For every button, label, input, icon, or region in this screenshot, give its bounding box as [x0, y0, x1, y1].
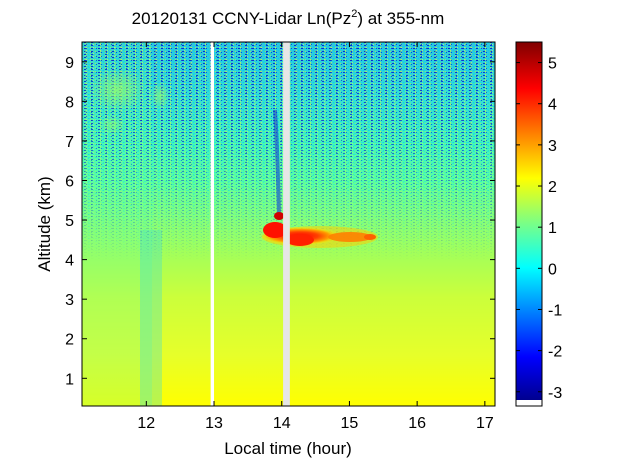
- cloud-layer-left: [263, 222, 287, 238]
- x-tick-label: 12: [137, 415, 155, 432]
- y-tick-label: 2: [65, 332, 74, 349]
- cloud-layer-spot: [274, 212, 284, 220]
- y-axis-ticks: 1 2 3 4 5 6 7 8 9: [65, 55, 495, 388]
- x-tick-label: 16: [408, 415, 426, 432]
- colorbar-ticks: -3 -2 -1 0 1 2 3 4 5: [516, 56, 562, 402]
- y-tick-label: 6: [65, 173, 74, 190]
- colorbar-tick-label: -3: [548, 385, 562, 402]
- y-tick-label: 1: [65, 371, 74, 388]
- colorbar-gradient: [516, 42, 542, 400]
- colorbar-tick-label: 5: [548, 56, 557, 73]
- plot-frame: [81, 41, 496, 407]
- x-tick-label: 15: [341, 415, 359, 432]
- colorbar-tick-label: -1: [548, 302, 562, 319]
- data-gap-0: [210, 42, 215, 406]
- y-axis-label: Altitude (km): [35, 176, 54, 271]
- colorbar-tick-label: 1: [548, 220, 557, 237]
- colorbar-frame: [515, 41, 543, 407]
- y-tick-label: 7: [65, 134, 74, 151]
- y-tick-label: 9: [65, 55, 74, 72]
- y-tick-label: 5: [65, 213, 74, 230]
- cloud-trail: [273, 109, 281, 216]
- cloud-layer-center: [286, 234, 314, 246]
- colorbar-tick-label: 2: [548, 179, 557, 196]
- y-tick-label: 3: [65, 292, 74, 309]
- aerosol-speck-2: [150, 82, 170, 110]
- colorbar-tick-label: -2: [548, 344, 562, 361]
- chart-title: 20120131 CCNY-Lidar Ln(Pz2) at 355-nm: [132, 8, 445, 28]
- data-gaps: [210, 42, 290, 406]
- x-axis-label: Local time (hour): [224, 439, 352, 458]
- aerosol-speck-1: [90, 68, 146, 112]
- colorbar-tick-label: 0: [548, 261, 557, 278]
- x-axis-ticks: 12 13 14 15 16 17: [137, 42, 494, 432]
- x-tick-label: 17: [476, 415, 494, 432]
- y-tick-label: 8: [65, 94, 74, 111]
- aerosol-speck-3: [98, 115, 126, 135]
- colorbar: -3 -2 -1 0 1 2 3 4 5: [515, 41, 562, 407]
- data-gap-1: [283, 42, 290, 406]
- colorbar-tick-label: 4: [548, 97, 557, 114]
- y-tick-label: 4: [65, 253, 74, 270]
- cloud-layer-tail: [328, 232, 372, 242]
- cloud-layer-end: [364, 234, 376, 240]
- x-tick-label: 14: [273, 415, 291, 432]
- x-tick-label: 13: [205, 415, 223, 432]
- colorbar-tick-label: 3: [548, 138, 557, 155]
- colorbar-white-cap: [516, 400, 542, 406]
